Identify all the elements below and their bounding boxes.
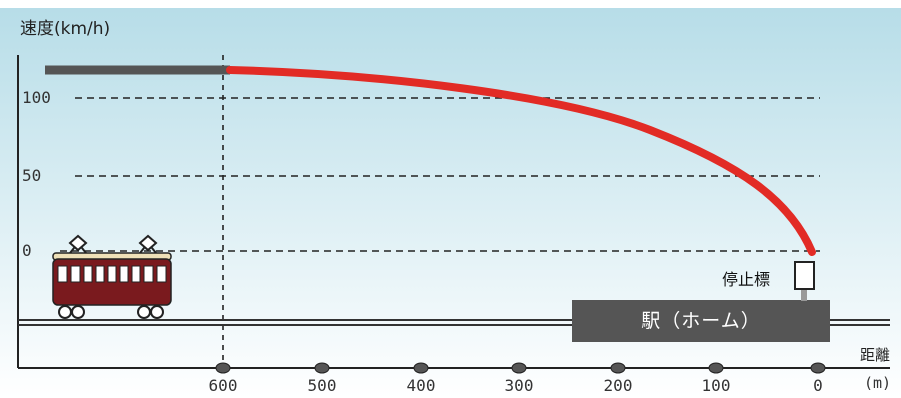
distance-marker-500: [314, 362, 330, 374]
x-tick-500: 500: [307, 376, 337, 395]
distance-marker-400: [413, 362, 429, 374]
x-tick-400: 400: [406, 376, 436, 395]
pantograph-left-head: [68, 234, 88, 252]
train-windows: [57, 265, 167, 283]
stop-marker-label: 停止標: [722, 270, 771, 289]
x-tick-300: 300: [504, 376, 534, 395]
stop-marker-pole: [801, 289, 807, 301]
stop-marker-sign: [794, 261, 815, 290]
train-wheels: [58, 305, 164, 319]
distance-marker-600: [215, 362, 231, 374]
distance-marker-200: [610, 362, 626, 374]
distance-marker-300: [511, 362, 527, 374]
distance-marker-0: [810, 362, 826, 374]
y-tick-50: 50: [22, 166, 42, 185]
y-axis-label: 速度(km/h): [20, 19, 111, 39]
train: [52, 234, 172, 319]
y-tick-0: 0: [22, 241, 32, 260]
station-label: 駅（ホーム）: [641, 310, 761, 332]
pantograph-right-head: [138, 234, 158, 252]
y-tick-100: 100: [22, 88, 51, 107]
distance-marker-100: [708, 362, 724, 374]
x-axis-unit: (m): [864, 374, 892, 392]
x-tick-600: 600: [208, 376, 238, 395]
x-tick-200: 200: [603, 376, 633, 395]
station-platform: [572, 300, 830, 342]
x-tick-100: 100: [701, 376, 731, 395]
x-tick-0: 0: [813, 376, 823, 395]
x-axis-label: 距離: [860, 346, 891, 364]
braking-curve: [226, 66, 816, 256]
